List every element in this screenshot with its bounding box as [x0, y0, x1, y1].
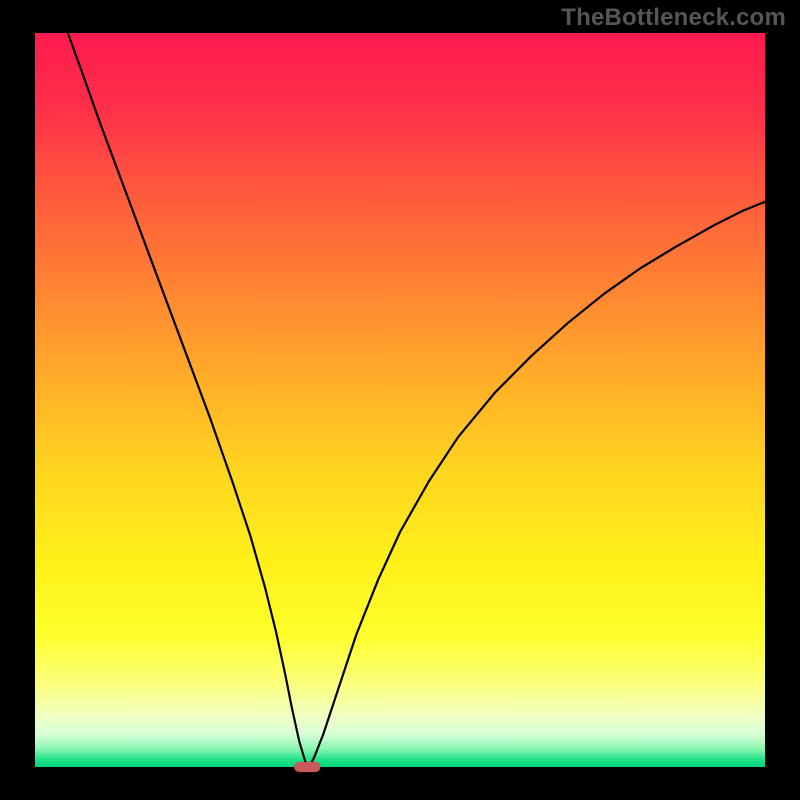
bottleneck-chart — [0, 0, 800, 800]
optimum-marker — [294, 762, 320, 772]
plot-gradient-area — [35, 33, 765, 767]
chart-container: TheBottleneck.com — [0, 0, 800, 800]
